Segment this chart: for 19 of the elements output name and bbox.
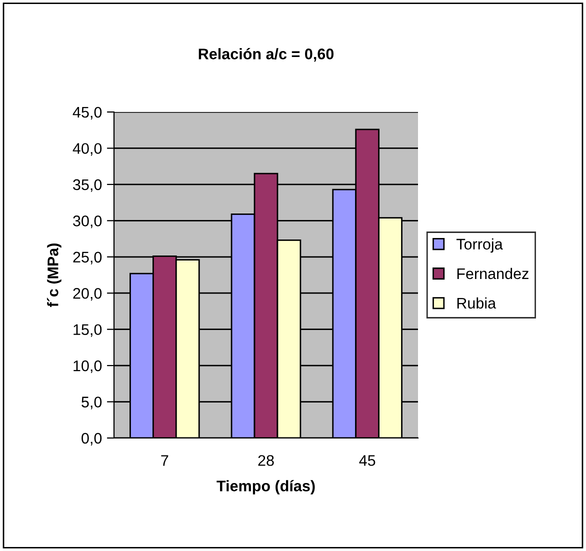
x-tick-label: 28: [258, 455, 274, 466]
y-tick-label: 0,0: [82, 432, 102, 446]
y-tick-label: 30,0: [73, 216, 102, 228]
legend-label: Torroja: [456, 238, 503, 253]
y-tick-label: 15,0: [74, 324, 102, 337]
y-tick-label: 10,0: [74, 360, 102, 374]
legend-label: Rubia: [457, 297, 496, 309]
y-tick-label: 5,0: [82, 396, 102, 410]
chart-title: Relación a/c = 0,60: [198, 48, 334, 62]
x-tick-label: 45: [359, 455, 376, 466]
legend-label: Fernandez: [457, 268, 528, 280]
y-tick-label: 45,0: [72, 106, 102, 120]
y-tick-label: 40,0: [72, 143, 102, 156]
y-tick-label: 20,0: [73, 288, 102, 301]
y-tick-label: 25,0: [73, 252, 102, 264]
y-axis-title: f´c (MPa): [46, 244, 62, 307]
x-axis-title: Tiempo (días): [216, 480, 315, 494]
y-tick-label: 35,0: [73, 179, 102, 192]
x-tick-label: 7: [161, 455, 168, 466]
